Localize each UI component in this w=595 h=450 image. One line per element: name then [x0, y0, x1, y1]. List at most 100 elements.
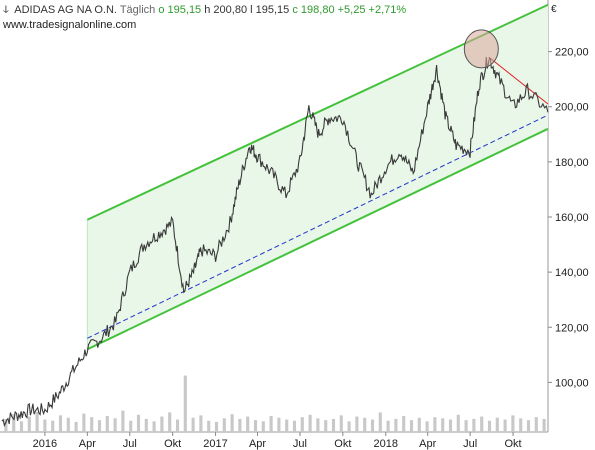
- y-tick-label: 180,00: [555, 157, 589, 169]
- x-tick-label: Jul: [293, 438, 307, 450]
- volume-bar: [175, 419, 180, 432]
- volume-bar: [448, 419, 453, 432]
- volume-bar: [285, 419, 289, 432]
- x-tick-label: 2018: [373, 438, 397, 450]
- x-tick-label: Jul: [123, 438, 137, 450]
- volume-bar: [35, 411, 39, 432]
- x-tick-label: Okt: [504, 438, 521, 450]
- volume-bar: [74, 421, 78, 432]
- volume-bar: [58, 415, 63, 432]
- x-tick-label: Apr: [79, 438, 96, 450]
- volume-bar: [355, 416, 359, 432]
- volume-bar: [207, 420, 211, 432]
- volume-bar: [183, 375, 187, 432]
- y-tick-label: 160,00: [555, 212, 589, 224]
- high-value: h 200,80: [204, 4, 248, 16]
- volume-bar: [425, 421, 429, 432]
- volume-bar: [66, 417, 70, 432]
- volume-bar: [121, 410, 125, 432]
- volume-bar: [27, 416, 31, 432]
- volume-bar: [277, 417, 281, 432]
- volume-bar: [199, 415, 203, 432]
- volume-bar: [542, 418, 546, 432]
- volume-bar: [230, 414, 234, 432]
- volume-bar: [370, 419, 375, 432]
- volume-bar: [12, 414, 16, 432]
- channel-lower-line: [86, 127, 549, 351]
- volume-bar: [144, 418, 148, 432]
- volume-bar: [339, 415, 343, 432]
- volume-bar: [472, 418, 476, 432]
- volume-bar: [90, 417, 94, 432]
- instrument-name: ADIDAS AG NA O.N.: [14, 4, 117, 16]
- volume-bar: [51, 420, 55, 432]
- x-tick-label: Apr: [419, 438, 436, 450]
- volume-bar: [464, 420, 468, 432]
- volume-bar: [519, 418, 523, 432]
- volume-bar: [363, 417, 367, 432]
- volume-bar: [534, 417, 538, 432]
- website-label: www.tradesignalonline.com: [3, 19, 137, 31]
- low-value: l 195,15: [250, 4, 290, 16]
- volume-bar: [456, 414, 460, 432]
- highlight-circle: [463, 29, 499, 69]
- volume-bar: [113, 418, 117, 432]
- volume-bar: [152, 421, 156, 432]
- support-dashed-line: [87, 114, 549, 339]
- x-tick-label: Okt: [334, 438, 351, 450]
- volume-bar: [129, 420, 133, 432]
- x-tick-label: Jul: [463, 438, 477, 450]
- volume-bar: [386, 420, 390, 432]
- volume-bar: [82, 413, 86, 432]
- volume-bar: [394, 418, 398, 432]
- close-value: c 198,80: [292, 4, 335, 16]
- volume-bar: [261, 421, 265, 432]
- currency-label: €: [551, 4, 557, 15]
- volume-bar: [417, 417, 421, 432]
- volume-bar: [409, 420, 414, 432]
- volume-bar: [308, 414, 312, 432]
- price-series-line: [1, 56, 549, 428]
- volume-bar: [402, 415, 406, 432]
- change-pct-value: +2,71%: [368, 4, 407, 16]
- volume-bar: [324, 420, 328, 432]
- volume-bar: [4, 418, 8, 432]
- volume-bar: [526, 420, 531, 432]
- bars-icon: ↆ: [3, 4, 9, 16]
- volume-bar: [43, 419, 47, 432]
- volume-bar: [331, 418, 336, 432]
- y-tick-label: 120,00: [555, 322, 589, 334]
- volume-bar: [253, 420, 258, 432]
- chart-header: ↆ ADIDAS AG NA O.N. Täglich o 195,15 h 2…: [3, 3, 406, 17]
- open-value: o 195,15: [158, 4, 202, 16]
- volume-bar: [105, 415, 109, 432]
- y-tick-label: 100,00: [555, 377, 589, 389]
- volume-bar: [238, 418, 242, 432]
- volume-bar: [214, 421, 219, 432]
- x-tick-label: 2017: [203, 438, 227, 450]
- volume-bar: [316, 418, 320, 432]
- volume-bar: [300, 417, 304, 432]
- volume-bar: [441, 418, 445, 432]
- y-tick-label: 200,00: [555, 102, 589, 114]
- period-label: Täglich: [119, 4, 156, 16]
- volume-bar: [168, 412, 172, 432]
- volume-bar: [503, 419, 507, 432]
- volume-bar: [269, 415, 273, 432]
- volume-bar: [347, 421, 351, 432]
- volume-bar: [433, 417, 437, 432]
- volume-bar: [136, 414, 141, 432]
- volume-bar: [160, 416, 164, 432]
- volume-bar: [19, 421, 24, 432]
- volume-bar: [511, 415, 515, 432]
- volume-bar: [222, 418, 226, 432]
- change-value: +5,25: [337, 4, 366, 16]
- volume-bar: [487, 420, 492, 432]
- volume-bar: [378, 412, 382, 432]
- volume-bar: [97, 420, 102, 432]
- x-tick-label: 2016: [33, 438, 57, 450]
- x-tick-label: Apr: [249, 438, 266, 450]
- channel-fill: [87, 4, 548, 350]
- y-tick-label: 220,00: [555, 47, 589, 59]
